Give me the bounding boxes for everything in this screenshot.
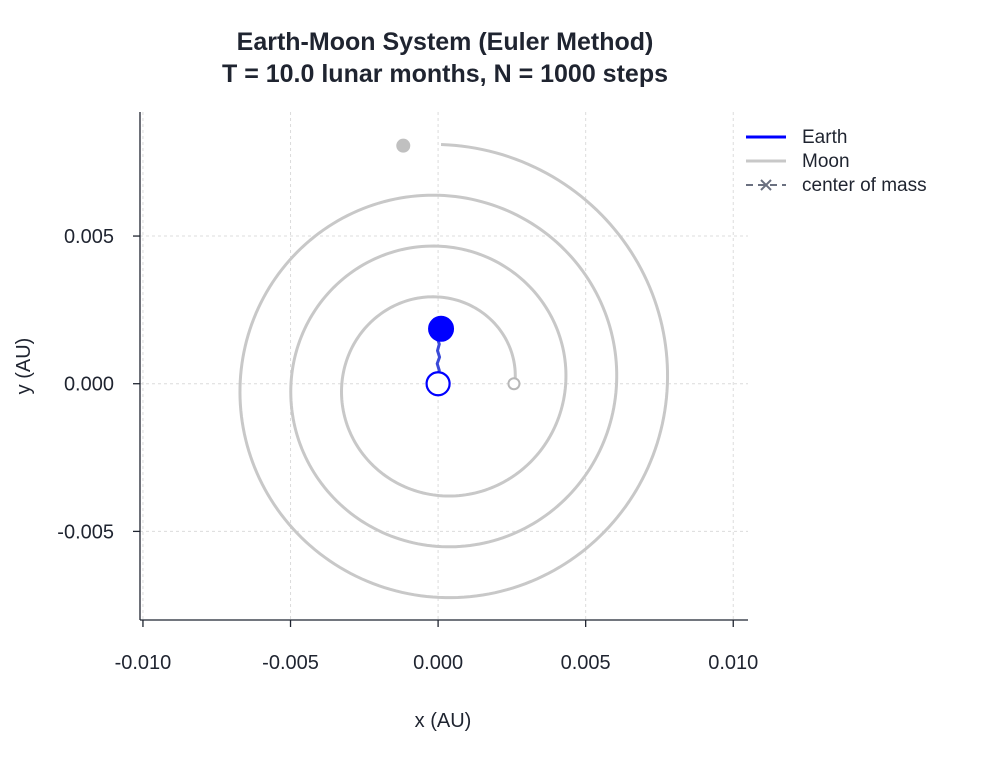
- plot-area: [238, 138, 670, 600]
- x-tick-label-1: -0.005: [262, 652, 319, 674]
- y-axis-label: y (AU): [13, 338, 35, 395]
- x-tick-label-4: 0.010: [708, 652, 758, 674]
- legend-label-2: center of mass: [802, 175, 927, 196]
- legend-label-1: Moon: [802, 151, 850, 172]
- legend: Earth Moon center of mass: [746, 127, 927, 196]
- earth-start-marker: [425, 371, 451, 397]
- x-axis-label: x (AU): [415, 710, 472, 732]
- y-tick-label-2: 0.005: [64, 226, 114, 248]
- x-tick-label-0: -0.010: [115, 652, 172, 674]
- y-tick-label-1: 0.000: [64, 374, 114, 396]
- grid: [140, 112, 748, 620]
- x-tick-label-3: 0.005: [561, 652, 611, 674]
- legend-label-0: Earth: [802, 127, 847, 148]
- y-tick-label-0: -0.005: [57, 521, 114, 543]
- moon-trajectory: [238, 142, 670, 600]
- chart-title-line2: T = 10.0 lunar months, N = 1000 steps: [222, 60, 668, 88]
- axes: -0.010 -0.005 0.000 0.005 0.010 -0.005 0.000 0.…: [57, 112, 758, 674]
- x-tick-label-2: 0.000: [413, 652, 463, 674]
- earth-end-marker: [428, 315, 455, 342]
- chart-title-line1: Earth-Moon System (Euler Method): [237, 28, 654, 56]
- moon-start-marker: [507, 377, 521, 391]
- moon-end-marker: [396, 138, 411, 153]
- legend-com-marker: [760, 179, 772, 191]
